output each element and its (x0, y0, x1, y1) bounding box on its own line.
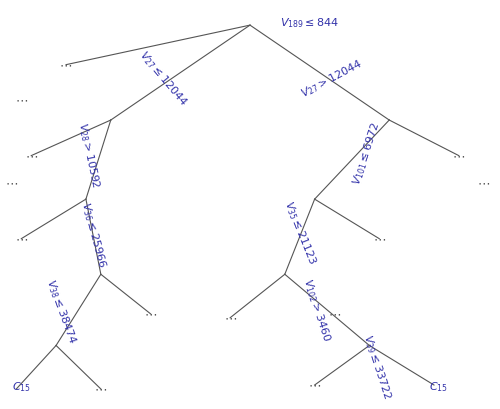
Text: $V_{39} \leq 33722$: $V_{39} \leq 33722$ (360, 333, 394, 402)
Text: $V_{27} \leq 12044$: $V_{27} \leq 12044$ (136, 48, 190, 109)
Text: $\cdots$: $\cdots$ (452, 149, 466, 162)
Text: $V_{28} > 10592$: $V_{28} > 10592$ (74, 121, 102, 190)
Text: $\cdots$: $\cdots$ (477, 177, 490, 190)
Text: $\cdots$: $\cdots$ (308, 378, 321, 391)
Text: $C_{15}$: $C_{15}$ (430, 380, 448, 394)
Text: $\cdots$: $\cdots$ (328, 307, 341, 320)
Text: $\cdots$: $\cdots$ (372, 232, 386, 245)
Text: $\cdots$: $\cdots$ (224, 311, 236, 324)
Text: $\cdots$: $\cdots$ (94, 382, 108, 396)
Text: $\cdots$: $\cdots$ (5, 177, 18, 190)
Text: $V_{38} \leq 38474$: $V_{38} \leq 38474$ (43, 277, 79, 346)
Text: $V_{189} \leq 844$: $V_{189} \leq 844$ (280, 16, 339, 30)
Text: $C_{15}$: $C_{15}$ (12, 380, 31, 394)
Text: $V_{101} \leq 6972$: $V_{101} \leq 6972$ (350, 120, 384, 187)
Text: $\cdots$: $\cdots$ (60, 58, 72, 71)
Text: $V_{102} > 3460$: $V_{102} > 3460$ (300, 276, 334, 344)
Text: $V_{36} \leq 25966$: $V_{36} \leq 25966$ (78, 200, 109, 269)
Text: $\cdots$: $\cdots$ (144, 307, 157, 320)
Text: $\cdots$: $\cdots$ (14, 232, 28, 245)
Text: $\cdots$: $\cdots$ (24, 149, 38, 162)
Text: $V_{35} \leq 21123$: $V_{35} \leq 21123$ (280, 199, 319, 267)
Text: $V_{27} > 12044$: $V_{27} > 12044$ (298, 56, 366, 101)
Text: $\cdots$: $\cdots$ (14, 94, 28, 107)
